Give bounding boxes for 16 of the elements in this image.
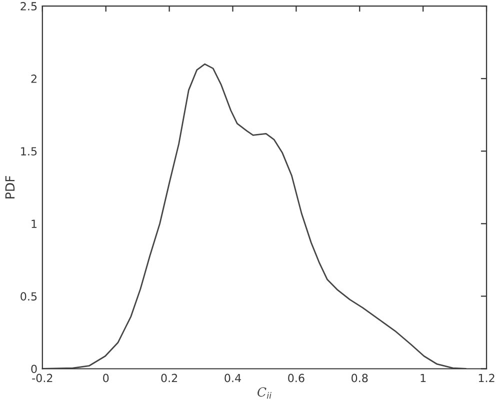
x-tick-label: 0.2	[161, 374, 178, 382]
y-tick-label: 2	[31, 74, 36, 83]
y-tick-label: 2.5	[20, 2, 37, 10]
x-tick-label: 0.6	[288, 374, 304, 382]
y-tick-label: 1.5	[21, 147, 37, 156]
y-axis-title: PDF	[5, 176, 15, 198]
x-tick-label: 1	[420, 374, 426, 382]
x-tick-label: 0	[103, 374, 109, 382]
y-tick-label: 0	[31, 364, 37, 374]
x-tick-label: 0.4	[224, 374, 241, 382]
x-axis-title: C$_{ii}$	[258, 387, 272, 399]
x-tick-label: 0.8	[352, 374, 368, 382]
x-tick-label: 1.2	[478, 374, 494, 382]
x-tick-label: -0.2	[32, 374, 52, 382]
y-tick-label: 0.5	[20, 292, 37, 301]
y-tick-label: 1	[32, 220, 37, 228]
